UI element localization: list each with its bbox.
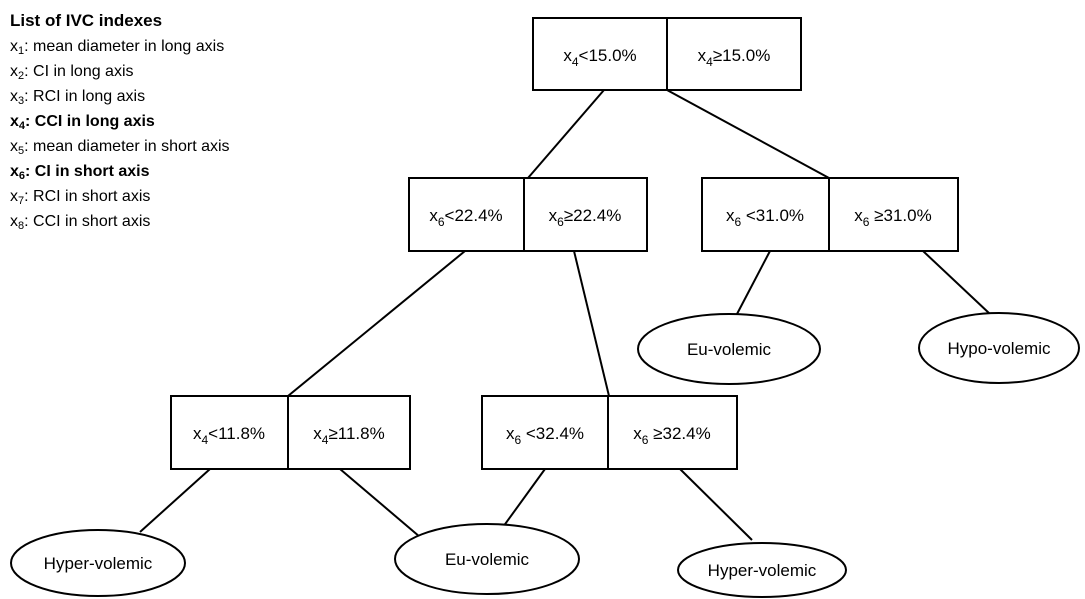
legend-items: x1: mean diameter in long axis x2: CI in … bbox=[10, 34, 230, 234]
legend-item: x6: CI in short axis bbox=[10, 159, 230, 184]
legend-item-var: x bbox=[10, 188, 18, 205]
edge-n2-l1 bbox=[736, 250, 771, 315]
legend-item: x7: RCI in short axis bbox=[10, 184, 230, 209]
legend-item-subscript: 4 bbox=[18, 120, 26, 132]
leaf-l5-label: Hyper-volemic bbox=[708, 561, 817, 580]
node-root-left-label: x4<15.0% bbox=[563, 46, 636, 69]
legend-item-var: x bbox=[10, 113, 19, 130]
leaf-l3-label: Hyper-volemic bbox=[44, 554, 153, 573]
leaf-l5: Hyper-volemic bbox=[677, 542, 847, 598]
leaf-l2-label: Hypo-volemic bbox=[948, 339, 1051, 358]
legend-item-text: : CCI in long axis bbox=[25, 113, 155, 130]
node-root-right-label: x4≥15.0% bbox=[698, 46, 771, 69]
legend-item-text: : RCI in short axis bbox=[24, 188, 151, 205]
legend: List of IVC indexes x1: mean diameter in… bbox=[10, 8, 230, 234]
legend-item: x1: mean diameter in long axis bbox=[10, 34, 230, 59]
legend-item-text: : mean diameter in long axis bbox=[24, 38, 225, 55]
leaf-l4: Eu-volemic bbox=[394, 523, 580, 595]
legend-item: x3: RCI in long axis bbox=[10, 84, 230, 109]
edge-n4-l5 bbox=[679, 468, 753, 541]
node-n4-right-label: x6 ≥32.4% bbox=[633, 424, 710, 447]
node-n1: x6<22.4% x6≥22.4% bbox=[408, 177, 648, 252]
legend-item: x8: CCI in short axis bbox=[10, 209, 230, 234]
node-n2-right-label: x6 ≥31.0% bbox=[854, 206, 931, 229]
node-root: x4<15.0% x4≥15.0% bbox=[532, 17, 802, 91]
legend-item-var: x bbox=[10, 88, 18, 105]
node-n4: x6 <32.4% x6 ≥32.4% bbox=[481, 395, 738, 470]
edge-root-n2 bbox=[666, 89, 830, 179]
legend-item: x4: CCI in long axis bbox=[10, 109, 230, 134]
legend-item: x2: CI in long axis bbox=[10, 59, 230, 84]
leaf-l3: Hyper-volemic bbox=[10, 529, 186, 597]
node-n4-left-label: x6 <32.4% bbox=[506, 424, 584, 447]
legend-item-var: x bbox=[10, 138, 18, 155]
leaf-l1: Eu-volemic bbox=[637, 313, 821, 385]
node-n2: x6 <31.0% x6 ≥31.0% bbox=[701, 177, 959, 252]
legend-item-text: : CI in short axis bbox=[25, 163, 150, 180]
legend-title: List of IVC indexes bbox=[10, 11, 163, 30]
node-n1-right-label: x6≥22.4% bbox=[549, 206, 622, 229]
legend-item-subscript: 3 bbox=[18, 95, 25, 107]
node-n3: x4<11.8% x4≥11.8% bbox=[170, 395, 411, 470]
legend-item-text: : mean diameter in short axis bbox=[24, 138, 230, 155]
legend-item-subscript: 8 bbox=[18, 220, 25, 232]
legend-item-text: : CI in long axis bbox=[24, 63, 134, 80]
legend-item-var: x bbox=[10, 38, 18, 55]
legend-item-var: x bbox=[10, 63, 18, 80]
legend-item-var: x bbox=[10, 163, 19, 180]
legend-item-subscript: 5 bbox=[18, 145, 25, 157]
leaf-l2: Hypo-volemic bbox=[918, 312, 1080, 384]
legend-item-var: x bbox=[10, 213, 18, 230]
legend-item-text: : RCI in long axis bbox=[24, 88, 146, 105]
legend-item-subscript: 2 bbox=[18, 70, 25, 82]
node-n2-left-label: x6 <31.0% bbox=[726, 206, 804, 229]
legend-item: x5: mean diameter in short axis bbox=[10, 134, 230, 159]
leaf-l4-label: Eu-volemic bbox=[445, 550, 530, 569]
edge-n1-n4 bbox=[573, 250, 610, 397]
edge-n1-n3 bbox=[287, 250, 466, 397]
legend-item-subscript: 6 bbox=[18, 170, 26, 182]
legend-item-subscript: 1 bbox=[18, 45, 25, 57]
edge-n3-l4 bbox=[339, 468, 421, 538]
legend-item-text: : CCI in short axis bbox=[24, 213, 151, 230]
node-n3-left-label: x4<11.8% bbox=[193, 424, 265, 447]
node-n1-left-label: x6<22.4% bbox=[429, 206, 502, 229]
edge-n2-l2 bbox=[922, 250, 991, 315]
legend-item-subscript: 7 bbox=[18, 195, 25, 207]
edge-n3-l3 bbox=[139, 468, 211, 533]
node-n3-right-label: x4≥11.8% bbox=[313, 424, 384, 447]
edge-n4-l4 bbox=[502, 468, 546, 528]
leaf-l1-label: Eu-volemic bbox=[687, 340, 772, 359]
edge-root-n1 bbox=[527, 89, 605, 179]
